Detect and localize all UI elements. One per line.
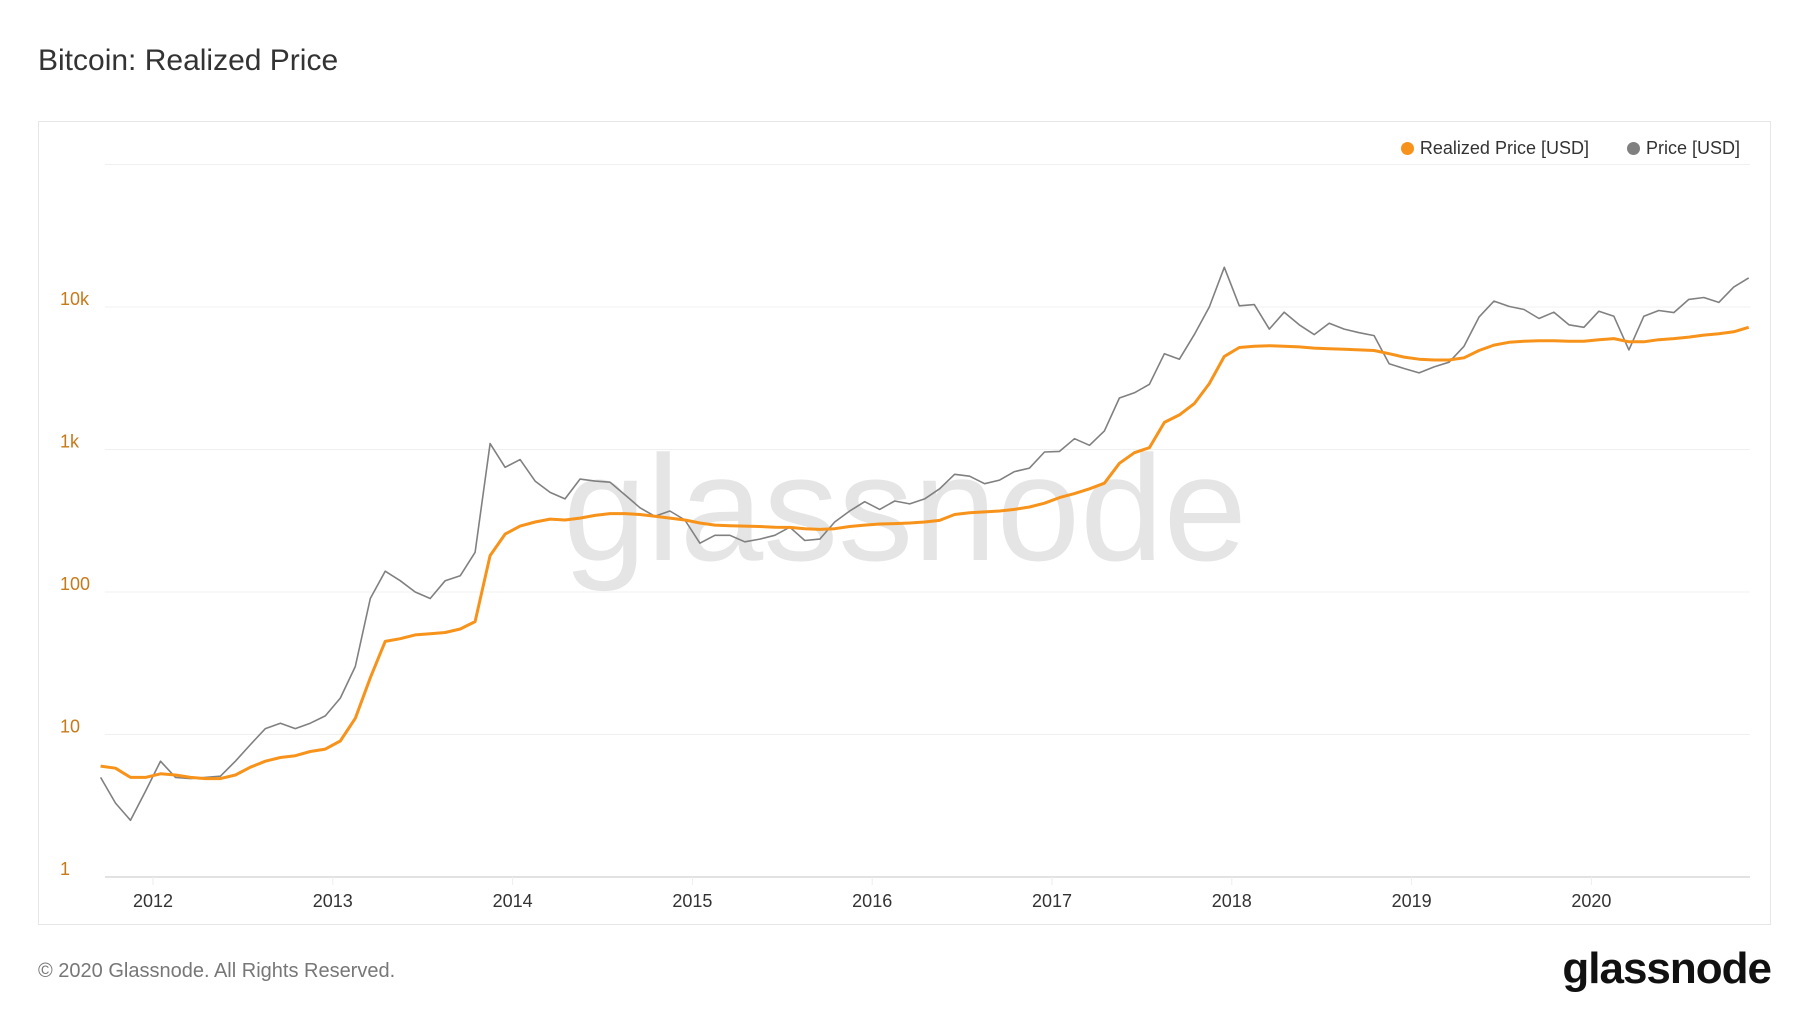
copyright: © 2020 Glassnode. All Rights Reserved. xyxy=(38,960,396,982)
realized-price-line xyxy=(100,325,1750,781)
x-tick-label: 2015 xyxy=(672,891,712,911)
chart-frame xyxy=(38,121,1771,925)
legend-dot-icon xyxy=(1626,142,1640,155)
price-line xyxy=(99,266,1750,822)
x-tick-label: 2014 xyxy=(493,891,533,911)
glassnode-logo[interactable]: glassnode xyxy=(1562,944,1772,993)
x-tick-label: 2019 xyxy=(1392,891,1432,911)
y-tick-label: 1 xyxy=(60,859,70,879)
x-tick-label: 2012 xyxy=(133,891,173,911)
chart-title: Bitcoin: Realized Price xyxy=(38,44,339,77)
x-tick-label: 2016 xyxy=(852,891,892,911)
legend-item-price[interactable]: Price [USD] xyxy=(1626,138,1740,159)
x-tick-label: 2020 xyxy=(1571,891,1611,911)
y-tick-label: 100 xyxy=(60,574,90,594)
legend-label: Price [USD] xyxy=(1645,138,1740,158)
y-tick-label: 10k xyxy=(60,289,90,309)
legend-label: Realized Price [USD] xyxy=(1419,138,1589,158)
legend-dot-icon xyxy=(1400,142,1414,155)
y-tick-label: 10 xyxy=(60,717,80,737)
legend: Realized Price [USD] Price [USD] xyxy=(1400,138,1740,159)
y-tick-label: 1k xyxy=(60,432,80,452)
x-tick-label: 2013 xyxy=(313,891,353,911)
x-tick-label: 2018 xyxy=(1212,891,1252,911)
legend-item-realized[interactable]: Realized Price [USD] xyxy=(1400,138,1589,159)
x-tick-label: 2017 xyxy=(1032,891,1072,911)
